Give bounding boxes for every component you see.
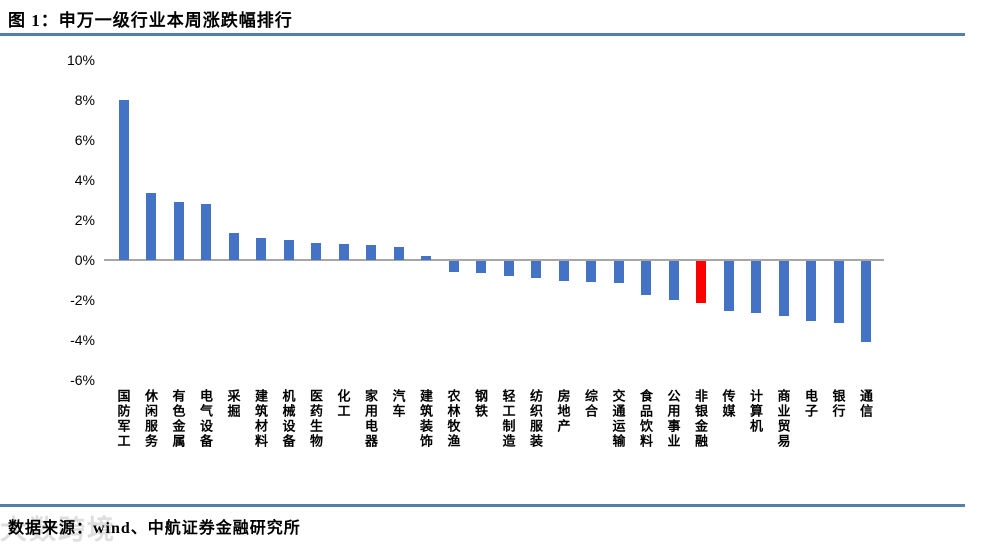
category-label-食品饮料: 食品饮料 — [638, 389, 653, 449]
chart-bar-非银金融 — [696, 261, 706, 304]
category-label-银行: 银行 — [830, 389, 846, 419]
category-label-电气设备: 电气设备 — [198, 389, 213, 449]
category-label-机械设备: 机械设备 — [280, 389, 296, 449]
category-label-公用事业: 公用事业 — [665, 389, 681, 449]
chart-bar-国防军工 — [118, 99, 129, 260]
category-label-传媒: 传媒 — [720, 389, 736, 419]
chart-bar-商业贸易 — [778, 261, 789, 317]
chart-bar-轻工制造 — [503, 261, 514, 277]
chart-bar-银行 — [833, 261, 844, 324]
chart-bar-电气设备 — [201, 203, 211, 260]
title-divider-line — [0, 33, 965, 36]
chart-bar-有色金属 — [173, 201, 184, 260]
chart-bar-通信 — [861, 261, 871, 343]
footer-divider-line — [0, 504, 965, 507]
category-label-医药生物: 医药生物 — [308, 389, 323, 449]
category-label-汽车: 汽车 — [390, 389, 406, 419]
category-label-电子: 电子 — [803, 389, 818, 419]
category-label-建筑装饰: 建筑装饰 — [418, 389, 433, 449]
category-label-国防军工: 国防军工 — [115, 389, 131, 449]
category-label-交通运输: 交通运输 — [610, 389, 626, 449]
watermark: 大数跨境 — [0, 515, 116, 545]
y-axis-tick-label: 6% — [74, 131, 95, 148]
category-label-休闲服务: 休闲服务 — [143, 389, 158, 449]
category-label-钢铁: 钢铁 — [473, 389, 488, 419]
category-label-纺织服装: 纺织服装 — [528, 389, 543, 449]
category-label-化工: 化工 — [335, 389, 351, 419]
chart-bar-化工 — [338, 243, 349, 260]
category-label-家用电器: 家用电器 — [363, 389, 378, 449]
y-axis-tick-label: -6% — [70, 372, 95, 389]
chart-bar-交通运输 — [613, 261, 624, 284]
chart-bar-家用电器 — [366, 244, 376, 260]
chart-bar-建筑材料 — [256, 237, 266, 260]
chart-bar-农林牧渔 — [448, 261, 459, 273]
category-label-采掘: 采掘 — [225, 389, 241, 419]
chart-bar-钢铁 — [476, 261, 486, 274]
figure-title: 图 1：申万一级行业本周涨跌幅排行 — [8, 11, 293, 30]
chart-bar-电子 — [806, 261, 816, 322]
category-label-综合: 综合 — [583, 389, 598, 419]
chart-bar-汽车 — [393, 246, 404, 260]
chart-bar-食品饮料 — [641, 261, 651, 296]
y-axis-tick-label: 0% — [74, 252, 95, 268]
chart-bar-纺织服装 — [531, 261, 541, 279]
chart-bar-房地产 — [558, 261, 569, 282]
category-label-轻工制造: 轻工制造 — [500, 389, 516, 449]
category-label-建筑材料: 建筑材料 — [253, 389, 268, 449]
y-axis-tick-label: 10% — [66, 51, 95, 68]
data-source-text: 数据来源：wind、中航证券金融研究所 — [8, 520, 301, 537]
zero-axis-line — [104, 259, 884, 261]
y-axis-tick-label: -2% — [70, 292, 95, 309]
category-label-商业贸易: 商业贸易 — [775, 389, 791, 449]
chart-bar-休闲服务 — [146, 192, 156, 260]
chart-bar-综合 — [586, 261, 596, 283]
category-label-非银金融: 非银金融 — [693, 389, 708, 449]
category-label-计算机: 计算机 — [748, 389, 763, 434]
y-axis-tick-label: 4% — [74, 171, 95, 188]
chart-bar-公用事业 — [668, 261, 679, 301]
chart-bar-医药生物 — [311, 242, 321, 260]
y-axis-tick-label: 2% — [74, 211, 95, 228]
category-label-通信: 通信 — [858, 389, 873, 419]
chart-bar-采掘 — [228, 232, 239, 260]
chart-bar-传媒 — [723, 261, 734, 312]
chart-bar-建筑装饰 — [421, 255, 431, 260]
chart-bar-计算机 — [751, 261, 761, 314]
y-axis-tick-label: 8% — [74, 91, 95, 108]
category-label-有色金属: 有色金属 — [170, 389, 186, 449]
category-label-房地产: 房地产 — [555, 389, 571, 434]
chart-bar-机械设备 — [283, 239, 294, 260]
y-axis-tick-label: -4% — [70, 332, 95, 349]
category-label-农林牧渔: 农林牧渔 — [445, 389, 461, 449]
